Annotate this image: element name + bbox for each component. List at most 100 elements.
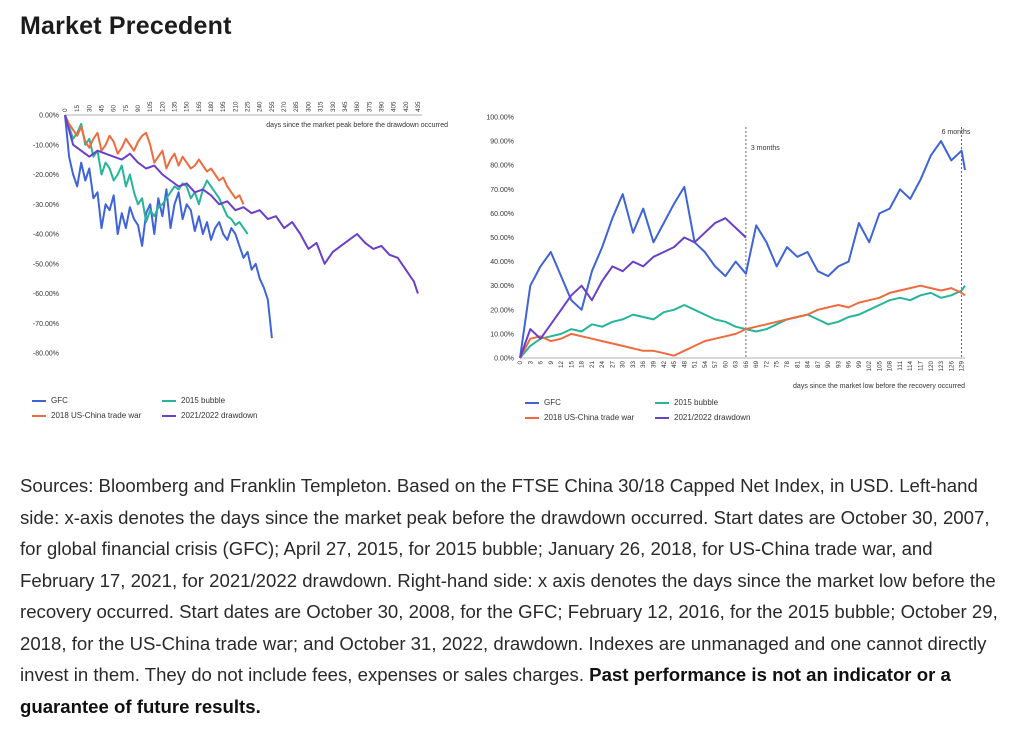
x-tick-label: 60 (722, 361, 729, 369)
x-tick-label: 420 (403, 101, 410, 112)
legend-label: 2021/2022 drawdown (674, 413, 751, 422)
x-tick-label: 210 (232, 101, 239, 112)
left-chart-legend: GFC 2015 bubble 2018 US-China trade war 202… (32, 396, 332, 426)
x-tick-label: 57 (712, 361, 719, 369)
legend-label: 2021/2022 drawdown (181, 411, 258, 420)
legend-swatch (655, 416, 669, 419)
x-tick-label: 30 (86, 104, 93, 112)
y-tick-label: -10.00% (33, 142, 59, 149)
legend-item-gfc: GFC (525, 398, 561, 407)
x-tick-label: 0 (517, 361, 524, 365)
sources-text: Sources: Bloomberg and Franklin Templeto… (20, 470, 1010, 722)
x-tick-label: 93 (835, 361, 842, 369)
series-line-2015-bubble (64, 114, 249, 235)
y-tick-label: 90.00% (490, 139, 514, 146)
y-tick-label: 0.00% (494, 356, 514, 363)
legend-item-2021-2022-drawdown: 2021/2022 drawdown (655, 413, 751, 422)
legend-item-2015-bubble: 2015 bubble (162, 396, 225, 405)
x-tick-label: 24 (599, 361, 606, 369)
x-tick-label: 240 (257, 101, 264, 112)
x-tick-label: 33 (630, 361, 637, 369)
x-tick-label: 114 (907, 361, 914, 372)
x-tick-label: 225 (245, 101, 252, 112)
right-chart-svg: 0.00% 10.00% 20.00% 30.00% 40.00% 50.00% 60.00… (486, 115, 971, 391)
right-chart-legend: GFC 2015 bubble 2018 US-China trade war 202… (525, 398, 825, 428)
x-tick-label: 255 (269, 101, 276, 112)
x-tick-label: 120 (159, 101, 166, 112)
series-line-2018-us-china-trade-war (519, 284, 966, 359)
legend-item-gfc: GFC (32, 396, 68, 405)
annotation-label: 3 months (751, 145, 780, 152)
x-tick-label: 3 (527, 361, 534, 365)
legend-swatch (162, 399, 176, 402)
x-tick-label: 75 (774, 361, 781, 369)
legend-item-2021-2022-drawdown: 2021/2022 drawdown (162, 411, 258, 420)
series-line-2018-us-china-trade-war (64, 114, 245, 205)
series-line-gfc (64, 114, 273, 339)
y-tick-label: -40.00% (33, 232, 59, 239)
x-tick-label: 120 (928, 361, 935, 372)
x-tick-label: 15 (74, 104, 81, 112)
sources-body: Sources: Bloomberg and Franklin Templeto… (20, 475, 998, 685)
x-tick-label: 90 (825, 361, 832, 369)
x-tick-label: 27 (609, 361, 616, 369)
x-tick-label: 69 (753, 361, 760, 369)
x-tick-label: 108 (887, 361, 894, 372)
x-tick-label: 102 (866, 361, 873, 372)
y-tick-label: 60.00% (490, 211, 514, 218)
right-chart: 0.00% 10.00% 20.00% 30.00% 40.00% 50.00% 60.00… (465, 100, 985, 430)
x-tick-label: 180 (208, 101, 215, 112)
legend-swatch (525, 416, 539, 419)
y-tick-label: -30.00% (33, 202, 59, 209)
legend-swatch (32, 399, 46, 402)
x-tick-label: 390 (378, 101, 385, 112)
x-tick-label: 105 (876, 361, 883, 372)
legend-label: 2015 bubble (674, 398, 719, 407)
y-tick-label: 10.00% (490, 331, 514, 338)
legend-label: GFC (544, 398, 561, 407)
x-tick-label: 66 (743, 361, 750, 369)
x-tick-label: 435 (415, 101, 422, 112)
legend-item-2018-us-china-trade-war: 2018 US-China trade war (525, 413, 634, 422)
series-line-2021-2022-drawdown (64, 114, 419, 294)
x-tick-label: 75 (123, 104, 130, 112)
legend-label: GFC (51, 396, 68, 405)
x-tick-label: 117 (918, 361, 925, 372)
annotation-label: 6 months (942, 129, 971, 136)
x-tick-label: 18 (579, 361, 586, 369)
x-tick-label: 51 (692, 361, 699, 369)
x-tick-label: 270 (281, 101, 288, 112)
x-tick-label: 195 (220, 101, 227, 112)
x-tick-label: 0 (62, 108, 69, 112)
x-tick-label: 360 (354, 101, 361, 112)
x-tick-label: 285 (293, 101, 300, 112)
x-axis-title: days since the market low before the rec… (793, 383, 965, 390)
x-tick-label: 63 (733, 361, 740, 369)
y-tick-label: 70.00% (490, 187, 514, 194)
series-line-gfc (519, 140, 966, 359)
y-tick-label: -20.00% (33, 172, 59, 179)
x-tick-label: 315 (318, 101, 325, 112)
x-axis-title: days since the market peak before the dr… (266, 122, 448, 129)
legend-swatch (32, 414, 46, 417)
y-tick-label: 20.00% (490, 307, 514, 314)
y-tick-label: 80.00% (490, 163, 514, 170)
y-tick-label: 50.00% (490, 235, 514, 242)
y-tick-label: 0.00% (39, 113, 59, 120)
x-tick-label: 330 (330, 101, 337, 112)
y-tick-label: -80.00% (33, 351, 59, 358)
x-tick-label: 165 (196, 101, 203, 112)
x-tick-label: 45 (671, 361, 678, 369)
y-tick-label: -70.00% (33, 321, 59, 328)
legend-swatch (655, 401, 669, 404)
y-tick-label: 30.00% (490, 283, 514, 290)
left-chart: 0.00% -10.00% -20.00% -30.00% -40.00% -50.00%… (10, 85, 460, 430)
x-tick-label: 375 (366, 101, 373, 112)
page-title: Market Precedent (20, 12, 232, 40)
x-tick-label: 150 (184, 101, 191, 112)
x-tick-label: 90 (135, 104, 142, 112)
x-tick-label: 15 (568, 361, 575, 369)
x-tick-label: 6 (538, 361, 545, 365)
sources-disclaimer: Past performance is not an indicator or … (20, 664, 951, 717)
x-tick-label: 21 (589, 361, 596, 369)
